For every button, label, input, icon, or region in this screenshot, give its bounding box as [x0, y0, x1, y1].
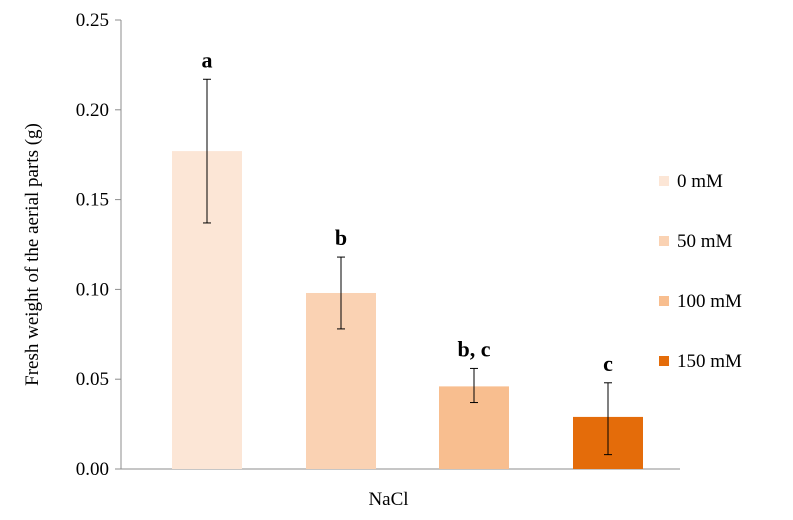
- legend-label: 100 mM: [677, 291, 742, 312]
- y-tick-label: 0.10: [76, 279, 109, 300]
- legend-swatch: [659, 356, 669, 366]
- significance-labels: a b b, c c: [202, 47, 614, 376]
- y-tick-label: 0.15: [76, 190, 109, 211]
- error-bar: [604, 382, 612, 456]
- error-bar: [470, 367, 478, 404]
- y-axis: [115, 19, 122, 470]
- legend-swatch: [659, 176, 669, 186]
- y-tick-label: 0.25: [76, 10, 109, 31]
- legend-label: 0 mM: [677, 171, 723, 192]
- y-tick-labels: 0.00 0.05 0.10 0.15 0.20 0.25: [76, 10, 109, 480]
- bars: [172, 151, 643, 469]
- significance-label: c: [603, 351, 613, 376]
- legend-swatch: [659, 296, 669, 306]
- error-bar: [337, 256, 345, 330]
- x-axis-title: NaCl: [368, 489, 408, 510]
- significance-label: b: [335, 225, 347, 250]
- legend-label: 50 mM: [677, 231, 733, 252]
- error-bar: [203, 78, 211, 224]
- legend: 0 mM 50 mM 100 mM 150 mM: [659, 171, 742, 372]
- legend-item: 0 mM: [659, 171, 723, 192]
- y-tick-label: 0.00: [76, 459, 109, 480]
- legend-swatch: [659, 236, 669, 246]
- legend-item: 100 mM: [659, 291, 742, 312]
- legend-label: 150 mM: [677, 351, 742, 372]
- significance-label: b, c: [458, 336, 491, 361]
- significance-label: a: [202, 47, 213, 72]
- legend-item: 50 mM: [659, 231, 733, 252]
- y-axis-title: Fresh weight of the aerial parts (g): [22, 123, 43, 386]
- legend-item: 150 mM: [659, 351, 742, 372]
- y-tick-label: 0.05: [76, 369, 109, 390]
- error-bars: [203, 78, 612, 456]
- y-tick-label: 0.20: [76, 100, 109, 121]
